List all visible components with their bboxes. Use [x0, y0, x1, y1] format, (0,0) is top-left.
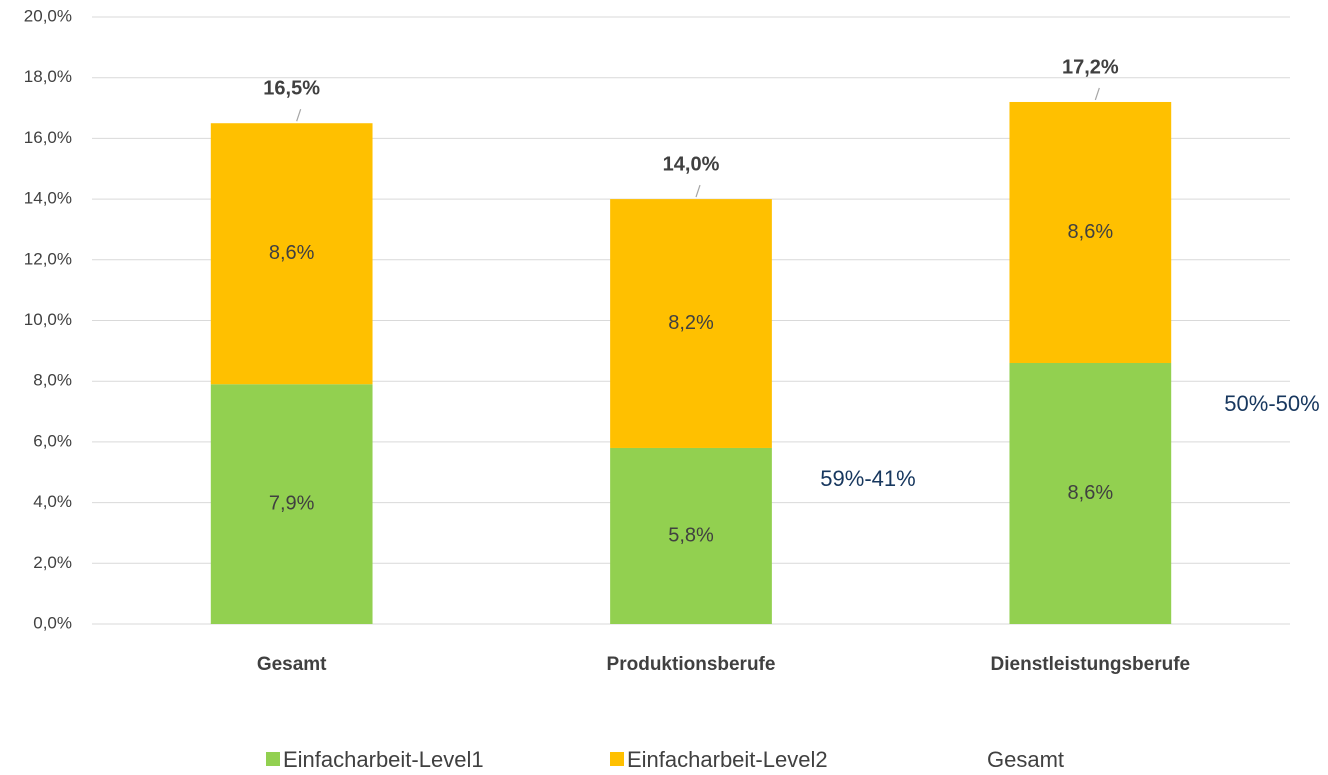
- data-label: 8,6%: [1068, 482, 1114, 504]
- x-tick-label: Produktionsberufe: [607, 654, 776, 675]
- legend-swatch: [610, 752, 624, 766]
- legend-swatch: [266, 752, 280, 766]
- y-tick-label: 2,0%: [33, 553, 72, 572]
- x-tick-label: Dienstleistungsberufe: [991, 654, 1191, 675]
- data-label: 7,9%: [269, 492, 315, 514]
- total-label: 14,0%: [663, 153, 720, 175]
- bar-segment: [1009, 362, 1172, 624]
- total-label: 17,2%: [1062, 56, 1119, 78]
- y-tick-label: 6,0%: [33, 431, 72, 450]
- data-label: 8,6%: [1068, 221, 1114, 243]
- y-tick-label: 8,0%: [33, 371, 72, 390]
- leader-line: [1094, 87, 1100, 101]
- annotation: 50%-50%: [1224, 391, 1319, 416]
- bar-segment: [210, 123, 373, 385]
- leader-line: [296, 109, 302, 122]
- total-label: 16,5%: [263, 78, 320, 100]
- data-label: 8,2%: [668, 312, 714, 334]
- y-tick-label: 16,0%: [24, 128, 72, 147]
- data-label: 8,6%: [269, 242, 315, 264]
- legend-label: Gesamt: [987, 747, 1064, 772]
- legend-label: Einfacharbeit-Level2: [627, 747, 828, 772]
- y-tick-label: 4,0%: [33, 492, 72, 511]
- bar-segment: [610, 447, 772, 624]
- y-tick-label: 20,0%: [24, 6, 72, 25]
- y-tick-label: 18,0%: [24, 67, 72, 86]
- bar-segment: [610, 199, 772, 448]
- y-tick-label: 14,0%: [24, 189, 72, 208]
- bar-segment: [1009, 101, 1172, 363]
- legend-label: Einfacharbeit-Level1: [283, 747, 484, 772]
- data-label: 5,8%: [668, 524, 714, 546]
- x-tick-label: Gesamt: [257, 654, 327, 675]
- annotation: 59%-41%: [820, 466, 915, 491]
- y-tick-label: 0,0%: [33, 613, 72, 632]
- bar-segment: [210, 384, 373, 624]
- y-tick-label: 12,0%: [24, 249, 72, 268]
- y-tick-label: 10,0%: [24, 310, 72, 329]
- leader-line: [695, 184, 701, 198]
